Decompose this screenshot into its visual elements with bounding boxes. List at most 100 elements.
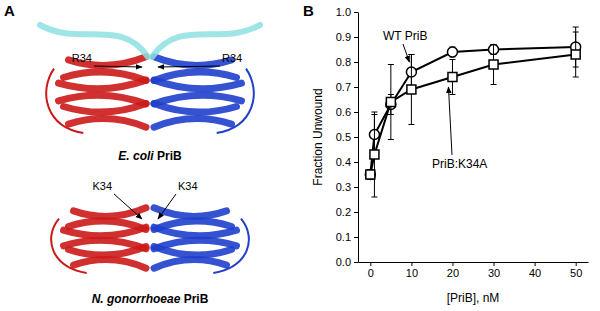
loop (51, 219, 87, 273)
y-tick-label: 0.4 (336, 156, 351, 168)
y-tick-label: 0.7 (336, 81, 351, 93)
beta-strand (154, 57, 232, 66)
panel-label: B (303, 2, 314, 19)
x-tick: 30 (488, 262, 500, 279)
beta-strand (74, 260, 147, 269)
red-monomer (51, 208, 146, 273)
species: E. coli (118, 149, 154, 163)
series-label: WT PriB (383, 29, 427, 43)
ssdna-tube (40, 25, 148, 57)
x-tick-mark (370, 262, 371, 266)
beta-strand (64, 72, 147, 81)
y-tick-label: 0.9 (336, 31, 351, 43)
x-tick-label: 10 (406, 267, 418, 279)
x-tick-label: 50 (570, 267, 582, 279)
residue-label: R34 (72, 52, 92, 64)
marker (571, 50, 580, 59)
x-tick-label: 40 (529, 267, 541, 279)
x-tick-mark (411, 262, 412, 266)
x-axis-line (359, 262, 589, 263)
y-tick: 0.6 (336, 106, 358, 118)
y-tick: 0.8 (336, 56, 358, 68)
y-tick-label: 0.6 (336, 106, 351, 118)
marker (366, 170, 375, 179)
y-tick-mark (354, 112, 358, 113)
residue-label: K34 (92, 180, 112, 192)
y-tick-label: 0.0 (336, 256, 351, 268)
plot-area (365, 27, 580, 197)
beta-strand (154, 119, 232, 128)
blue-monomer (152, 25, 260, 133)
beta-strand (69, 119, 147, 128)
series-label: PriB:K34A (432, 157, 487, 171)
x-tick-label: 0 (368, 267, 374, 279)
x-axis-title: [PriB], nM (447, 291, 500, 305)
beta-strand (154, 80, 242, 89)
y-tick: 0.9 (336, 31, 358, 43)
y-tick-label: 0.3 (336, 181, 351, 193)
beta-strand (74, 208, 147, 217)
residue-label: R34 (222, 52, 242, 64)
x-tick: 20 (447, 262, 459, 279)
marker (489, 60, 498, 69)
loop (213, 219, 249, 273)
y-tick-mark (354, 237, 358, 238)
figure: A R34 R34 E. coli PriB K34 K34 N. gonorrhoeae … (0, 0, 600, 311)
x-tick: 50 (570, 262, 582, 279)
y-tick: 0.2 (336, 206, 358, 218)
beta-strand (64, 227, 147, 236)
loop (217, 69, 254, 133)
beta-strand (154, 72, 237, 81)
beta-strand (154, 247, 232, 256)
y-tick-mark (354, 162, 358, 163)
y-tick-label: 0.2 (336, 206, 351, 218)
y-tick: 0.3 (336, 181, 358, 193)
beta-strand (59, 95, 147, 104)
label-arrow (403, 44, 409, 62)
marker (447, 47, 457, 57)
arrow (114, 194, 142, 219)
arrow (94, 66, 142, 67)
y-tick-mark (354, 212, 358, 213)
arrow (158, 66, 220, 67)
series (366, 32, 580, 197)
series-line (370, 47, 575, 175)
protein: PriB (184, 292, 209, 306)
series-line (370, 55, 575, 175)
y-axis: 0.0 0.1 0.2 0.3 0.4 0.5 0.6 0.7 0.8 0.9 1.0 (336, 6, 359, 268)
x-tick-mark (576, 262, 577, 266)
y-tick: 0.0 (336, 256, 358, 268)
y-tick-mark (354, 37, 358, 38)
y-tick-label: 0.1 (336, 231, 351, 243)
panel-label: A (4, 2, 15, 19)
marker (386, 98, 395, 107)
y-tick-label: 0.5 (336, 131, 351, 143)
beta-strand (59, 80, 147, 89)
y-tick-label: 0.8 (336, 56, 351, 68)
beta-strand (154, 260, 227, 269)
y-tick: 1.0 (336, 6, 358, 18)
protein: PriB (157, 149, 182, 163)
ssdna-tube (152, 25, 260, 57)
beta-strand (69, 247, 147, 256)
structure-label: E. coli PriB (118, 149, 182, 163)
x-tick: 0 (368, 262, 374, 279)
y-tick-mark (354, 12, 358, 13)
y-tick: 0.7 (336, 81, 358, 93)
series (365, 27, 580, 180)
label-arrow (448, 87, 452, 155)
x-tick: 10 (406, 262, 418, 279)
marker (365, 170, 375, 180)
y-tick: 0.5 (336, 131, 358, 143)
structure-label: N. gonorrhoeae PriB (92, 292, 209, 306)
red-monomer (40, 25, 148, 133)
arrow (158, 194, 176, 219)
residue-label: K34 (178, 180, 198, 192)
marker (370, 150, 379, 159)
y-tick-mark (354, 137, 358, 138)
y-tick-label: 1.0 (336, 6, 351, 18)
loop (46, 69, 83, 133)
structure (51, 208, 249, 273)
x-tick-label: 30 (488, 267, 500, 279)
beta-strand (64, 104, 147, 113)
